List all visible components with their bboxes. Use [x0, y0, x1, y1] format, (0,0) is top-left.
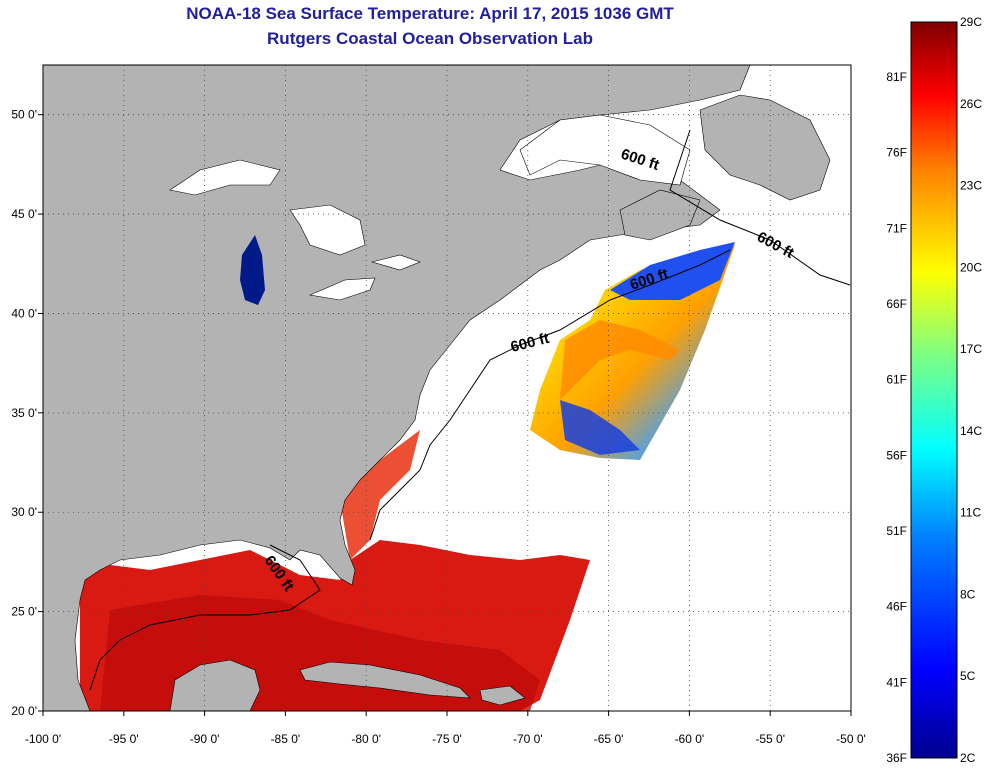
colorbar-fahrenheit-label: 61F [886, 373, 907, 387]
colorbar-fahrenheit-label: 41F [886, 675, 907, 689]
land-hispaniola [479, 685, 526, 706]
sst-gulf-stream-orange [560, 320, 680, 400]
land-yucatan [169, 659, 261, 711]
colorbar-celsius-label: 20C [960, 260, 982, 274]
sst-gulf-of-maine [610, 242, 735, 300]
map-subtitle: Rutgers Coastal Ocean Observation Lab [267, 29, 593, 48]
colorbar-celsius-label: 8C [960, 587, 976, 601]
colorbar-celsius-label: 23C [960, 179, 982, 193]
colorbar-fahrenheit-label: 36F [886, 751, 907, 765]
lake-michigan [240, 235, 265, 305]
lon-tick-label: -95 0' [109, 732, 139, 746]
isobath-600ft [89, 129, 851, 691]
lat-tick-label: 30 0' [11, 505, 37, 519]
st-lawrence-gulf [519, 114, 691, 186]
colorbar-fahrenheit-label: 51F [886, 524, 907, 538]
sst-atlantic-swath [530, 245, 735, 460]
lon-tick-label: -75 0' [432, 732, 462, 746]
lon-tick-label: -65 0' [594, 732, 624, 746]
lake-huron [289, 204, 366, 256]
lon-tick-label: -50 0' [836, 732, 866, 746]
land-newfoundland [699, 94, 831, 201]
colorbar-celsius-label: 11C [960, 506, 981, 520]
colorbar [910, 21, 958, 759]
colorbar-fahrenheit-label: 71F [886, 221, 907, 235]
colorbar-fahrenheit-label: 56F [886, 448, 907, 462]
lon-tick-label: -55 0' [755, 732, 785, 746]
lat-tick-label: 40 0' [11, 306, 37, 320]
colorbar-fahrenheit-label: 81F [886, 70, 907, 84]
lat-tick-label: 50 0' [11, 108, 37, 122]
lake-superior [169, 159, 281, 196]
sst-florida-current [340, 430, 420, 560]
colorbar-fahrenheit-label: 46F [886, 600, 907, 614]
colorbar-celsius-label: 26C [960, 97, 982, 111]
colorbar-celsius-label: 14C [960, 424, 982, 438]
lon-tick-label: -70 0' [513, 732, 543, 746]
lon-tick-label: -100 0' [25, 732, 61, 746]
lake-erie [308, 277, 376, 301]
lon-tick-label: -60 0' [675, 732, 705, 746]
colorbar-celsius-label: 17C [960, 342, 982, 356]
land-cuba [299, 661, 471, 699]
land-north-america [43, 65, 751, 711]
colorbar-celsius-label: 5C [960, 669, 976, 683]
land-nova-scotia [619, 189, 701, 241]
colorbar-fahrenheit-label: 66F [886, 297, 907, 311]
colorbar-celsius-label: 2C [960, 751, 976, 765]
lake-ontario [370, 254, 421, 271]
colorbar-labels: 29C 26C 23C 20C 17C 14C 11C 8C 5C 2C 81F 76F 71F 66F 6… [886, 15, 982, 765]
lat-tick-label: 35 0' [11, 406, 37, 420]
axis-ticks: -100 0' -95 0' -90 0' -85 0' -80 0' -75 0' -70… [11, 108, 865, 746]
colorbar-celsius-label: 29C [960, 15, 982, 29]
map-title: NOAA-18 Sea Surface Temperature: April 1… [186, 4, 674, 23]
lat-tick-label: 25 0' [11, 605, 37, 619]
lat-tick-label: 20 0' [11, 704, 37, 718]
lon-tick-label: -90 0' [190, 732, 220, 746]
lon-tick-label: -85 0' [271, 732, 301, 746]
colorbar-fahrenheit-label: 76F [886, 146, 907, 160]
lon-tick-label: -80 0' [351, 732, 381, 746]
sst-cold-slope [560, 400, 640, 455]
lat-tick-label: 45 0' [11, 207, 37, 221]
